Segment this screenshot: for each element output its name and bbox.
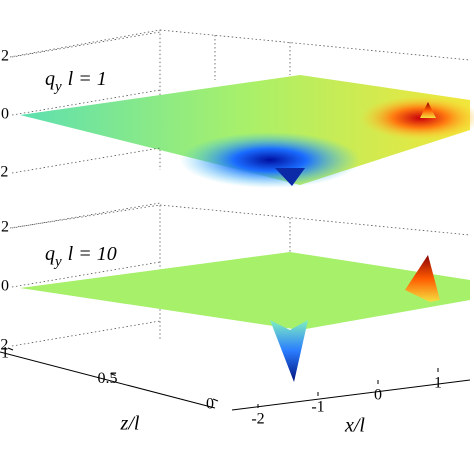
surface-bottom (20, 252, 470, 330)
annotation: qy l = 1 (45, 68, 107, 96)
annotation-text: l = 1 (68, 68, 107, 90)
x-tick-label: -1 (311, 399, 324, 416)
surface-peak (360, 96, 474, 140)
z-tick-label: -2 (0, 337, 8, 354)
z-axis-tick-label: 1 (1, 345, 9, 362)
surface-dip (275, 168, 305, 186)
z-axis-tick (110, 373, 116, 376)
annotation-symbol: q (45, 243, 55, 265)
surface-dip (180, 132, 360, 188)
grid-line (11, 147, 161, 174)
z-axis-tick-label: 0.5 (98, 370, 118, 387)
surface-dip (270, 320, 308, 382)
z-axis-tick-label: 0 (206, 396, 214, 413)
surfaces (0, 29, 474, 411)
z-tick-label: -2 (0, 164, 8, 181)
axis-line (0, 351, 216, 409)
axis-line (231, 379, 471, 411)
z-axis-label: z/l (120, 413, 140, 435)
x-axis-label: x/l (344, 415, 365, 437)
annotation: qy l = 10 (45, 243, 117, 271)
surface-peak (405, 255, 440, 302)
z-tick-label: 2 (1, 48, 9, 65)
annotation-subscript: y (53, 254, 62, 270)
grid-line (11, 261, 161, 288)
grid-line (11, 320, 161, 347)
z-axis-tick (212, 398, 219, 402)
x-tick-label: -2 (251, 411, 264, 428)
grid-line (11, 31, 161, 58)
annotation-symbol: q (45, 68, 55, 90)
grid-line (11, 202, 161, 229)
box-edge (159, 204, 471, 236)
surface-peak (420, 102, 436, 118)
z-tick-label: 0 (1, 278, 9, 295)
z-axis-tick (7, 347, 14, 351)
box-edge (159, 29, 471, 61)
z-tick-label: 2 (1, 219, 9, 236)
x-tick-label: 0 (374, 387, 382, 404)
x-tick-label: 1 (434, 375, 442, 392)
z-tick-label: 0 (1, 106, 9, 123)
annotation-text: l = 10 (68, 243, 117, 265)
annotation-subscript: y (53, 79, 62, 95)
grid-line (11, 89, 161, 116)
